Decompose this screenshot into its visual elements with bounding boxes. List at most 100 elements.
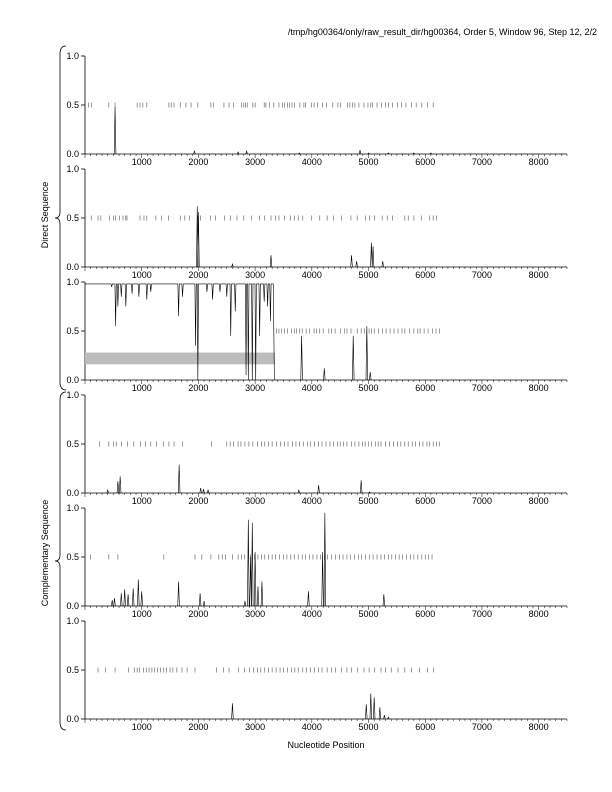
panel-2-peak-7 <box>371 246 375 268</box>
panel-6-peak-4 <box>378 707 382 720</box>
panel-4-ytick-label-1: 0.5 <box>66 439 79 449</box>
panel-5-peak-20 <box>323 512 327 607</box>
panel-5-xtick-label-6: 7000 <box>472 609 492 619</box>
panel-5-peak-0 <box>111 600 114 607</box>
panel-6-peak-0 <box>231 703 234 720</box>
panel-5-peak-19 <box>321 552 324 607</box>
panel-4-ytick-label-2: 1.0 <box>66 390 79 400</box>
panel-1-peak-3 <box>245 149 248 155</box>
panel-5-peak-16 <box>256 586 260 607</box>
panel-2-peak-3 <box>269 255 273 268</box>
panel-1-xtick-label-0: 1000 <box>132 157 152 167</box>
panel-3-peak-2 <box>352 335 355 381</box>
panel-3-xtick-label-5: 6000 <box>415 383 435 393</box>
panel-4-xtick-label-3: 4000 <box>302 496 322 506</box>
panel-1-xtick-label-2: 3000 <box>245 157 265 167</box>
panel-5-peak-3 <box>123 589 126 607</box>
panel-3-xtick-label-3: 4000 <box>302 383 322 393</box>
panel-3-xtick-label-7: 8000 <box>529 383 549 393</box>
panel-4-xtick-label-0: 1000 <box>132 496 152 506</box>
panel-2-ytick-label-0: 0.0 <box>66 262 79 272</box>
panel-4-xtick-label-4: 5000 <box>359 496 379 506</box>
panel-4-peak-3 <box>177 464 181 494</box>
panel-3-xtick-label-4: 5000 <box>359 383 379 393</box>
panel-6-xtick-label-3: 4000 <box>302 722 322 732</box>
brace-direct <box>54 45 67 391</box>
panel-3-xtick-label-1: 2000 <box>188 383 208 393</box>
panel-4-peak-1 <box>116 481 120 494</box>
panel-6-xtick-label-4: 5000 <box>359 722 379 732</box>
panel-5-peak-14 <box>251 522 254 607</box>
panel-4-peak-4 <box>199 488 202 494</box>
panel-5-peak-6 <box>137 579 140 607</box>
panel-1-peak-7 <box>387 152 390 155</box>
panel-5-peak-9 <box>198 593 202 607</box>
panel-1-peak-5 <box>358 150 362 155</box>
panel-6-peak-6 <box>387 716 390 720</box>
panel-4-xtick-label-6: 7000 <box>472 496 492 506</box>
panel-5-xtick-label-7: 8000 <box>529 609 549 619</box>
x-axis-title: Nucleotide Position <box>287 740 365 750</box>
panel-2-peak-4 <box>350 255 353 268</box>
panel-3-trace <box>85 283 275 381</box>
panel-1-xtick-label-6: 7000 <box>472 157 492 167</box>
panel-4-ytick-label-0: 0.0 <box>66 488 79 498</box>
panel-2-ytick-label-2: 1.0 <box>66 164 79 174</box>
panel-5-xtick-label-0: 1000 <box>132 609 152 619</box>
panel-2-xtick-label-2: 3000 <box>245 270 265 280</box>
panel-5-peak-2 <box>120 593 123 607</box>
panel-3-ytick-label-0: 0.0 <box>66 375 79 385</box>
panel-2-ytick-label-1: 0.5 <box>66 213 79 223</box>
panel-5-peak-21 <box>382 594 385 607</box>
panel-5-xtick-label-5: 6000 <box>415 609 435 619</box>
panel-1-peak-6 <box>367 152 370 155</box>
panel-1-peak-8 <box>412 152 415 155</box>
panel-6-peak-3 <box>373 697 376 720</box>
panel-1-ytick-label-2: 1.0 <box>66 51 79 61</box>
panel-5-peak-18 <box>307 591 310 607</box>
panel-2-xtick-label-1: 2000 <box>188 270 208 280</box>
brace-complementary <box>54 391 67 731</box>
group-label-complementary: Complementary Sequence <box>40 499 50 607</box>
panel-3-peak-1 <box>323 368 326 381</box>
panel-5-peak-17 <box>260 581 264 607</box>
panel-5-xtick-label-3: 4000 <box>302 609 322 619</box>
panel-1-xtick-label-1: 2000 <box>188 157 208 167</box>
panel-4-peak-6 <box>206 488 210 494</box>
panel-6-peak-5 <box>383 715 386 720</box>
panel-5-xtick-label-1: 2000 <box>188 609 208 619</box>
panel-5-ytick-label-0: 0.0 <box>66 601 79 611</box>
panel-5-xtick-label-2: 3000 <box>245 609 265 619</box>
panel-1-ytick-label-1: 0.5 <box>66 100 79 110</box>
panel-6-xtick-label-7: 8000 <box>529 722 549 732</box>
panel-5-peak-13 <box>249 556 252 607</box>
group-label-direct: Direct Sequence <box>40 181 50 249</box>
panel-1-peak-0 <box>113 106 117 155</box>
panel-1-ytick-label-0: 0.0 <box>66 149 79 159</box>
panel-4-peak-5 <box>202 489 205 494</box>
panel-2-peak-1 <box>197 212 200 268</box>
panel-5-peak-12 <box>247 519 250 607</box>
panel-6-xtick-label-0: 1000 <box>132 722 152 732</box>
panel-4-peak-7 <box>297 488 300 494</box>
panel-2-peak-6 <box>370 242 373 268</box>
panel-5-peak-15 <box>253 552 257 607</box>
panel-4-peak-2 <box>119 476 122 494</box>
panel-6-ytick-label-0: 0.0 <box>66 714 79 724</box>
panel-4-xtick-label-5: 6000 <box>415 496 435 506</box>
panel-1-xtick-label-5: 6000 <box>415 157 435 167</box>
panel-2-peak-2 <box>231 262 234 268</box>
panel-2-xtick-label-6: 7000 <box>472 270 492 280</box>
panel-4-xtick-label-1: 2000 <box>188 496 208 506</box>
panel-4-xtick-label-7: 8000 <box>529 496 549 506</box>
panel-3-xtick-label-2: 3000 <box>245 383 265 393</box>
panel-5-ytick-label-2: 1.0 <box>66 503 79 513</box>
panel-2-xtick-label-7: 8000 <box>529 270 549 280</box>
panel-5-xtick-label-4: 5000 <box>359 609 379 619</box>
panel-5-peak-5 <box>132 588 135 607</box>
panel-3-ytick-label-1: 0.5 <box>66 326 79 336</box>
panel-3-peak-0 <box>300 335 303 381</box>
panel-3-xtick-label-0: 1000 <box>132 383 152 393</box>
panel-5-peak-4 <box>126 594 130 607</box>
